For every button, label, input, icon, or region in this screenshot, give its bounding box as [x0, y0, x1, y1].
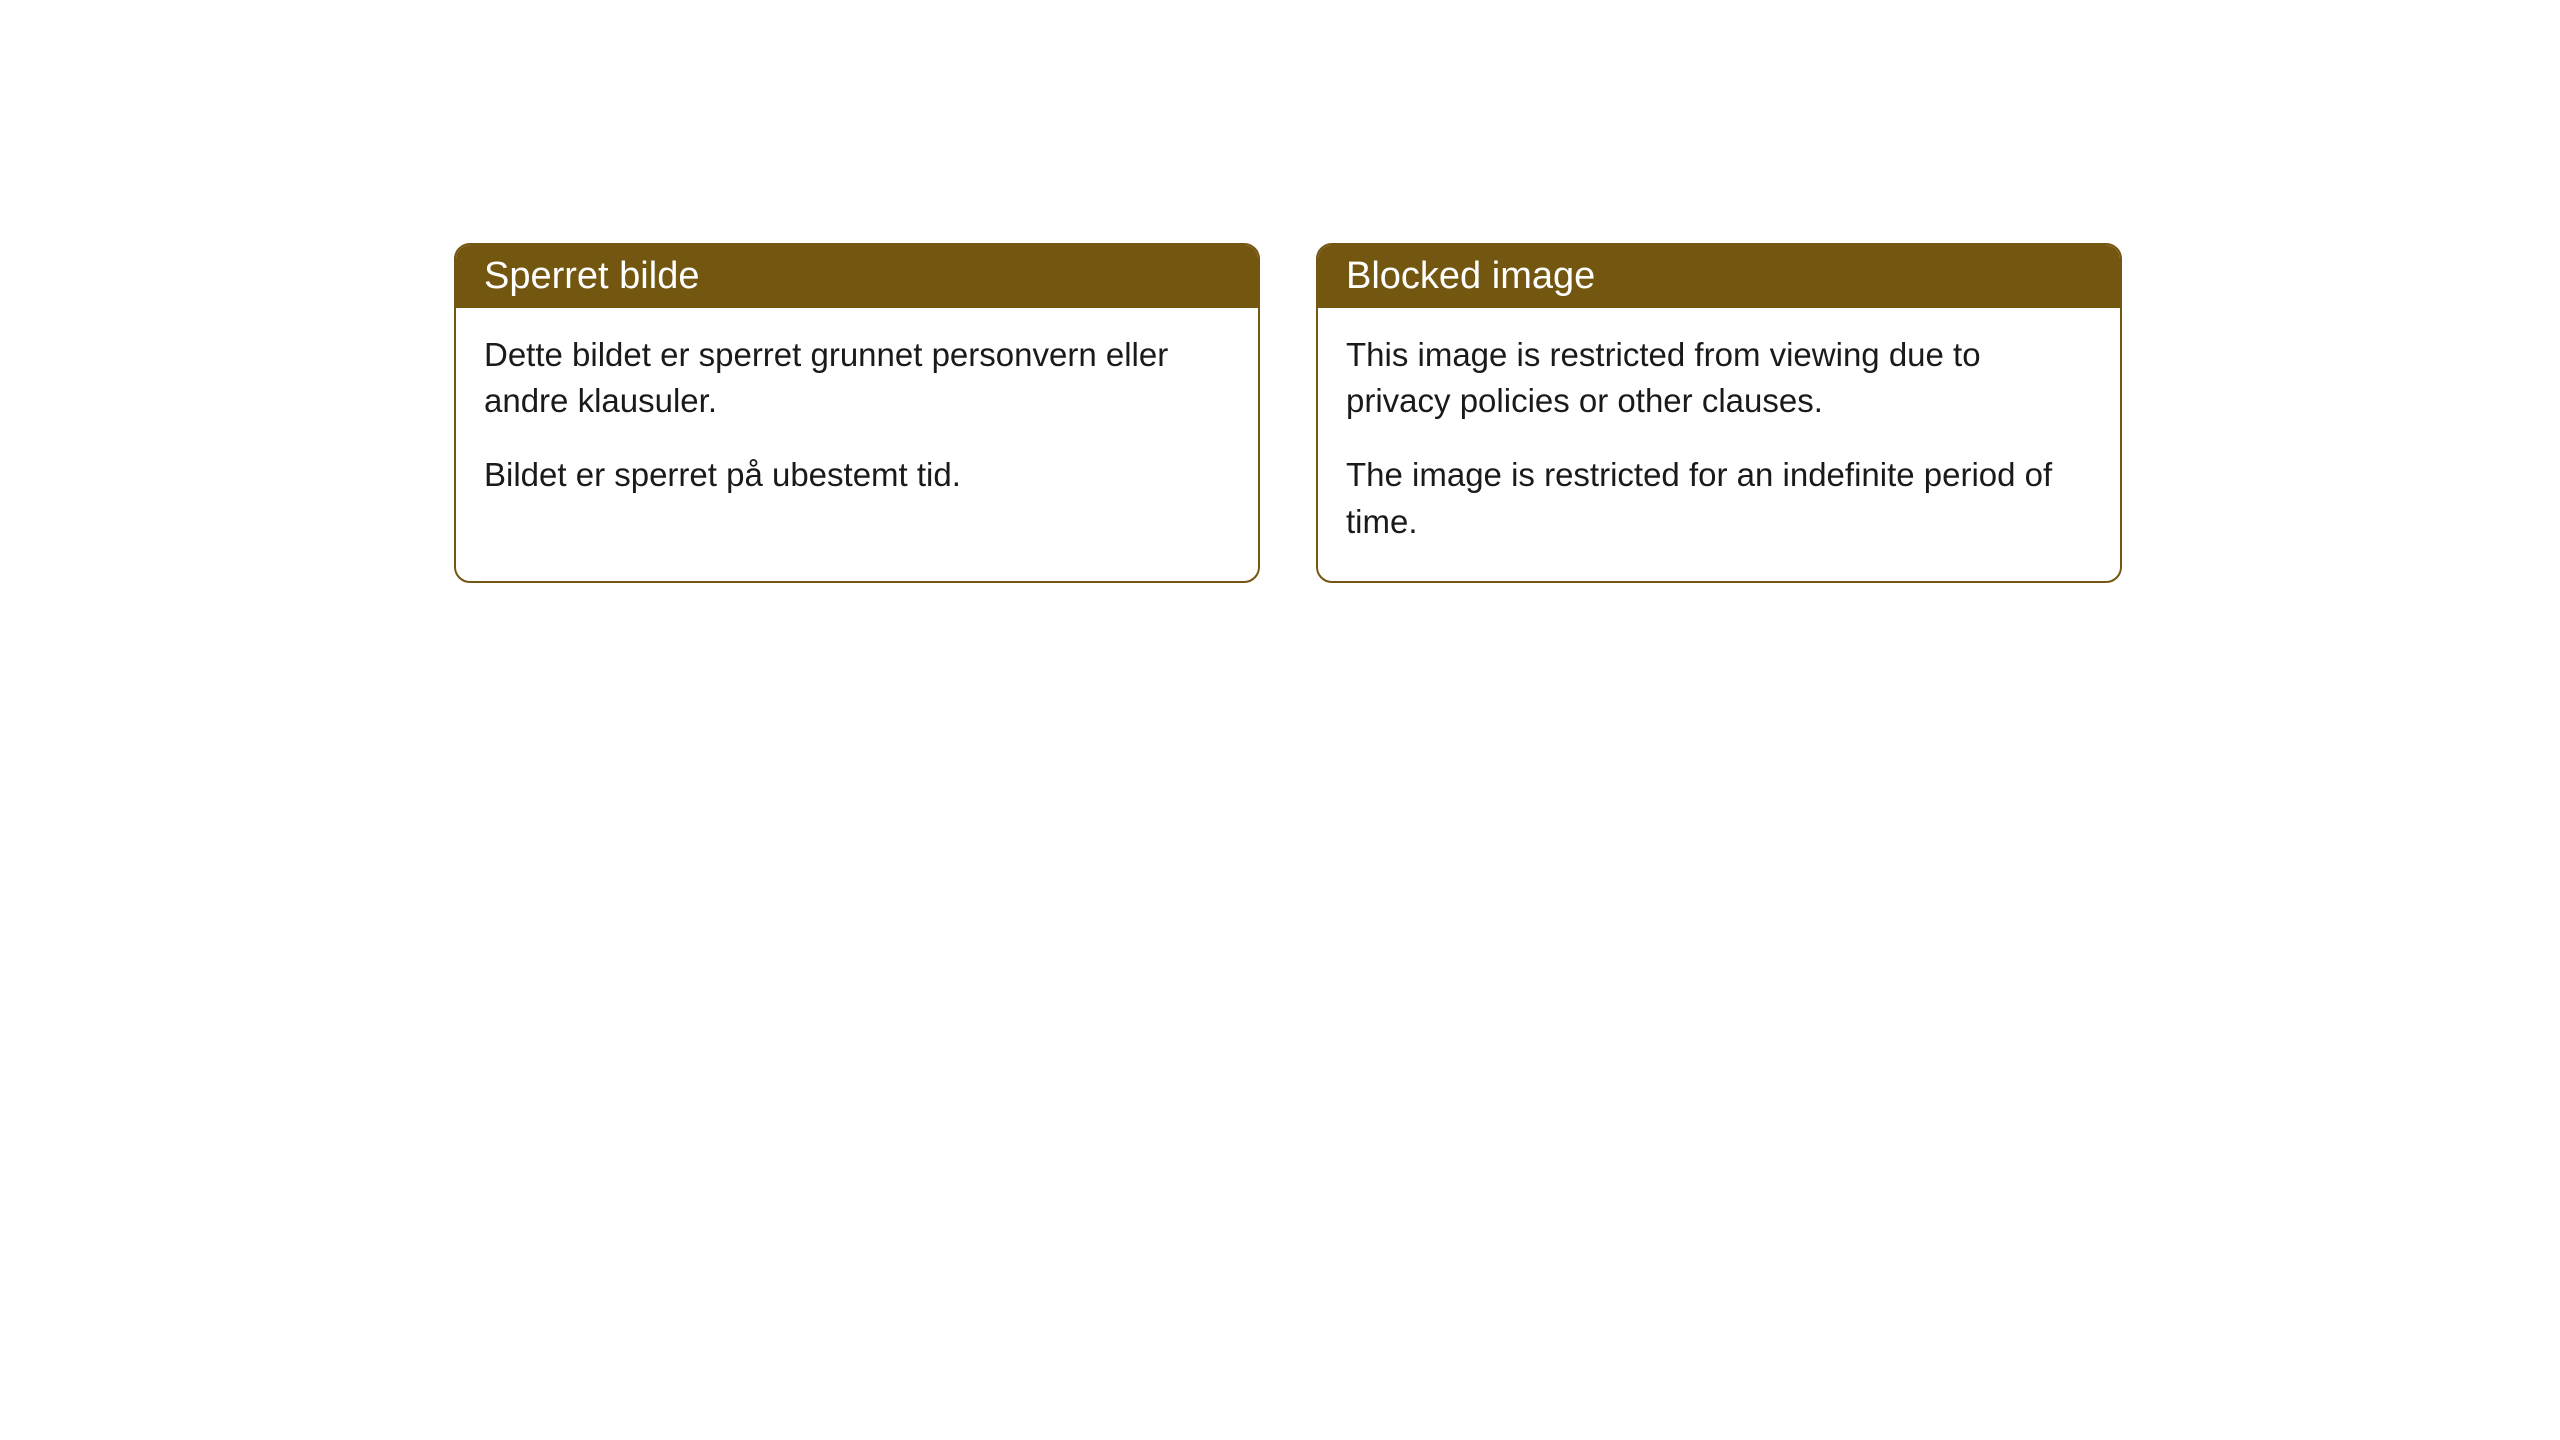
card-header-norwegian: Sperret bilde [456, 245, 1258, 308]
blocked-image-card-english: Blocked image This image is restricted f… [1316, 243, 2122, 583]
notice-cards-container: Sperret bilde Dette bildet er sperret gr… [454, 243, 2122, 583]
card-paragraph: Dette bildet er sperret grunnet personve… [484, 332, 1230, 424]
card-paragraph: Bildet er sperret på ubestemt tid. [484, 452, 1230, 498]
card-body-norwegian: Dette bildet er sperret grunnet personve… [456, 308, 1258, 535]
blocked-image-card-norwegian: Sperret bilde Dette bildet er sperret gr… [454, 243, 1260, 583]
card-paragraph: This image is restricted from viewing du… [1346, 332, 2092, 424]
card-paragraph: The image is restricted for an indefinit… [1346, 452, 2092, 544]
card-body-english: This image is restricted from viewing du… [1318, 308, 2120, 581]
card-header-english: Blocked image [1318, 245, 2120, 308]
